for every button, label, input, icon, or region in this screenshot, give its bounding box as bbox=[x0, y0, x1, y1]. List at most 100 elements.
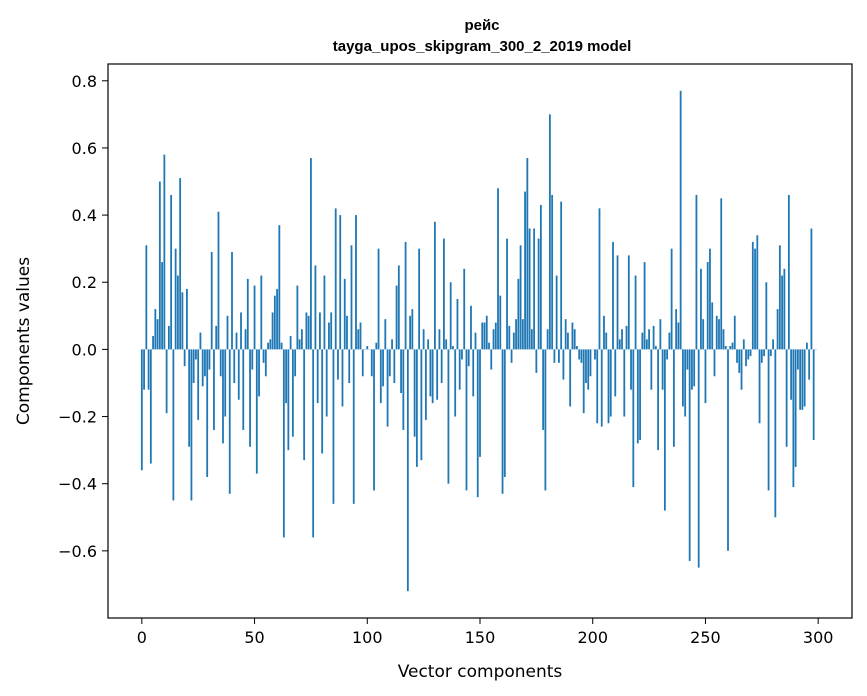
bar bbox=[199, 332, 202, 350]
bar bbox=[684, 349, 687, 417]
y-tick-label: 0.4 bbox=[72, 206, 97, 225]
bar bbox=[233, 349, 236, 383]
bar bbox=[754, 248, 756, 350]
bar bbox=[415, 349, 418, 467]
bar bbox=[271, 312, 274, 350]
bar bbox=[677, 322, 680, 350]
bar bbox=[564, 319, 567, 350]
bar bbox=[666, 349, 669, 360]
bar bbox=[208, 349, 211, 370]
bar bbox=[379, 349, 382, 404]
bar bbox=[794, 349, 797, 467]
bar bbox=[535, 349, 538, 373]
bar bbox=[627, 255, 630, 350]
y-tick-label: 0.8 bbox=[72, 72, 97, 91]
bar bbox=[485, 315, 488, 350]
bar bbox=[803, 349, 806, 407]
bar bbox=[350, 245, 353, 350]
bar bbox=[578, 349, 581, 360]
bar bbox=[603, 315, 605, 350]
bar bbox=[280, 342, 283, 350]
bar bbox=[530, 329, 533, 350]
bar bbox=[488, 342, 490, 350]
bar bbox=[249, 349, 251, 447]
bar bbox=[161, 262, 164, 350]
bar bbox=[143, 349, 145, 390]
bar bbox=[706, 262, 709, 350]
bar bbox=[273, 295, 276, 350]
bar bbox=[195, 349, 197, 360]
bar bbox=[312, 349, 315, 538]
bar bbox=[352, 349, 355, 504]
bar bbox=[186, 288, 188, 350]
bar bbox=[562, 349, 565, 380]
bar bbox=[756, 235, 759, 350]
bar bbox=[537, 238, 540, 350]
bar bbox=[499, 295, 502, 350]
bar bbox=[269, 339, 272, 350]
bar bbox=[393, 349, 396, 383]
bar bbox=[715, 315, 718, 350]
bar bbox=[519, 245, 522, 350]
bar bbox=[361, 349, 364, 377]
bar bbox=[724, 346, 727, 350]
bar bbox=[206, 349, 209, 477]
bar bbox=[580, 349, 583, 363]
bar bbox=[517, 278, 520, 350]
bar bbox=[553, 349, 556, 363]
x-tick-label: 200 bbox=[577, 628, 608, 647]
bar bbox=[598, 208, 601, 350]
bar bbox=[623, 349, 626, 417]
bar bbox=[704, 349, 707, 404]
bar bbox=[418, 248, 421, 350]
bar bbox=[348, 349, 351, 383]
bar bbox=[682, 349, 684, 407]
bar bbox=[760, 349, 763, 363]
bar bbox=[163, 154, 166, 350]
bar bbox=[641, 332, 644, 350]
bar bbox=[720, 198, 723, 350]
y-tick-label: 0.2 bbox=[72, 273, 97, 292]
bar bbox=[267, 342, 269, 350]
bar bbox=[528, 228, 531, 350]
bar bbox=[693, 349, 696, 387]
bar bbox=[758, 349, 761, 424]
bar bbox=[467, 349, 470, 367]
bar bbox=[769, 349, 772, 357]
bar bbox=[772, 339, 774, 350]
bar bbox=[303, 349, 306, 461]
x-axis-ticks: 0 50 100 150 200 250 300 bbox=[137, 618, 833, 647]
bar bbox=[384, 319, 387, 350]
bar bbox=[801, 349, 804, 410]
bar bbox=[370, 349, 373, 377]
bar bbox=[413, 349, 416, 437]
bar bbox=[287, 349, 290, 451]
bar bbox=[438, 329, 441, 350]
bar bbox=[172, 349, 175, 501]
bar bbox=[424, 349, 427, 420]
bar bbox=[515, 319, 517, 350]
bar bbox=[339, 215, 342, 350]
bar bbox=[808, 349, 811, 380]
bar bbox=[652, 325, 655, 350]
bar bbox=[395, 285, 398, 350]
bar bbox=[235, 332, 238, 350]
bar bbox=[152, 335, 154, 350]
bar bbox=[458, 349, 461, 390]
bar bbox=[276, 288, 278, 350]
bar bbox=[461, 349, 463, 360]
bar bbox=[420, 349, 423, 461]
bar bbox=[228, 349, 231, 494]
bar bbox=[183, 349, 186, 367]
bar bbox=[663, 349, 666, 511]
bar bbox=[219, 349, 222, 377]
bar bbox=[657, 349, 660, 451]
bar bbox=[465, 349, 468, 491]
bar bbox=[697, 349, 700, 568]
bar bbox=[181, 292, 184, 350]
bar bbox=[289, 335, 292, 350]
bar bbox=[569, 349, 572, 407]
bar bbox=[594, 349, 596, 360]
bar bbox=[449, 282, 452, 350]
bar bbox=[709, 248, 711, 350]
